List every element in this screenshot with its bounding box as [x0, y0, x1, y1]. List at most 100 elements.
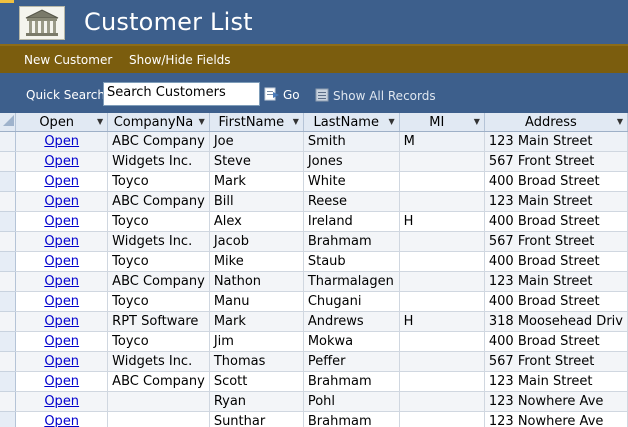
column-header-firstname[interactable]: FirstName ▼ — [209, 113, 304, 132]
cell-mi[interactable]: H — [399, 211, 485, 232]
row-selector[interactable] — [0, 151, 17, 172]
cell-last-name[interactable]: Peffer — [303, 351, 400, 372]
cell-first-name[interactable]: Mike — [209, 251, 304, 272]
cell-first-name[interactable]: Nathon — [209, 271, 304, 292]
cell-address[interactable]: 567 Front Street — [484, 151, 628, 172]
cell-first-name[interactable]: Alex — [209, 211, 304, 232]
row-selector[interactable] — [0, 371, 17, 392]
row-selector[interactable] — [0, 311, 17, 332]
cell-company[interactable]: Toyco — [107, 251, 210, 272]
cell-last-name[interactable]: Reese — [303, 191, 400, 212]
cell-mi[interactable] — [399, 291, 485, 312]
table-row[interactable]: Open Toyco Mike Staub 400 Broad Street — [0, 251, 628, 272]
cell-company[interactable]: Widgets Inc. — [107, 231, 210, 252]
table-row[interactable]: Open ABC Company Scott Brahmam 123 Main Stre… — [0, 371, 628, 392]
cell-address[interactable]: 567 Front Street — [484, 351, 628, 372]
cell-last-name[interactable]: Brahmam — [303, 371, 400, 392]
show-all-records-button[interactable]: Show All Records — [315, 87, 436, 105]
row-selector[interactable] — [0, 291, 17, 312]
cell-address[interactable]: 400 Broad Street — [484, 331, 628, 352]
row-selector[interactable] — [0, 191, 17, 212]
row-selector[interactable] — [0, 351, 17, 372]
table-row[interactable]: Open Widgets Inc. Jacob Brahmam 567 Front St… — [0, 231, 628, 252]
cell-mi[interactable] — [399, 411, 485, 427]
open-record-link[interactable]: Open — [44, 294, 80, 309]
cell-company[interactable]: Toyco — [107, 171, 210, 192]
cell-first-name[interactable]: Ryan — [209, 391, 304, 412]
cell-company[interactable]: ABC Company — [107, 131, 210, 152]
show-hide-fields-button[interactable]: Show/Hide Fields — [129, 53, 231, 67]
chevron-down-icon[interactable]: ▼ — [473, 117, 480, 126]
cell-last-name[interactable]: Pohl — [303, 391, 400, 412]
go-button[interactable]: Go — [264, 86, 304, 104]
row-selector[interactable] — [0, 331, 17, 352]
table-row[interactable]: Open Ryan Pohl 123 Nowhere Ave — [0, 391, 628, 412]
cell-last-name[interactable]: Ireland — [303, 211, 400, 232]
cell-last-name[interactable]: Brahmam — [303, 231, 400, 252]
chevron-down-icon[interactable]: ▼ — [198, 117, 205, 126]
cell-last-name[interactable]: Andrews — [303, 311, 400, 332]
column-header-open[interactable]: Open ▼ — [15, 113, 109, 132]
cell-first-name[interactable]: Thomas — [209, 351, 304, 372]
cell-mi[interactable] — [399, 351, 485, 372]
cell-mi[interactable]: H — [399, 311, 485, 332]
cell-last-name[interactable]: White — [303, 171, 400, 192]
cell-first-name[interactable]: Joe — [209, 131, 304, 152]
cell-company[interactable]: Widgets Inc. — [107, 151, 210, 172]
table-row[interactable]: Open Toyco Alex Ireland H 400 Broad Street — [0, 211, 628, 232]
row-selector[interactable] — [0, 391, 17, 412]
cell-mi[interactable] — [399, 271, 485, 292]
open-record-link[interactable]: Open — [44, 174, 80, 189]
cell-mi[interactable]: M — [399, 131, 485, 152]
row-selector[interactable] — [0, 131, 17, 152]
open-record-link[interactable]: Open — [44, 374, 80, 389]
cell-company[interactable]: ABC Company — [107, 271, 210, 292]
cell-mi[interactable] — [399, 371, 485, 392]
cell-last-name[interactable]: Tharmalagen — [303, 271, 400, 292]
open-record-link[interactable]: Open — [44, 354, 80, 369]
row-selector[interactable] — [0, 231, 17, 252]
column-header-company[interactable]: CompanyNa ▼ — [107, 113, 210, 132]
open-record-link[interactable]: Open — [44, 414, 80, 427]
open-record-link[interactable]: Open — [44, 314, 80, 329]
cell-mi[interactable] — [399, 151, 485, 172]
cell-last-name[interactable]: Jones — [303, 151, 400, 172]
cell-company[interactable]: Toyco — [107, 211, 210, 232]
cell-first-name[interactable]: Manu — [209, 291, 304, 312]
cell-address[interactable]: 400 Broad Street — [484, 291, 628, 312]
cell-address[interactable]: 123 Nowhere Ave — [484, 411, 628, 427]
column-header-mi[interactable]: MI ▼ — [399, 113, 485, 132]
open-record-link[interactable]: Open — [44, 254, 80, 269]
cell-mi[interactable] — [399, 331, 485, 352]
row-selector[interactable] — [0, 411, 17, 427]
table-row[interactable]: Open Toyco Mark White 400 Broad Street — [0, 171, 628, 192]
chevron-down-icon[interactable]: ▼ — [388, 117, 395, 126]
row-selector[interactable] — [0, 251, 17, 272]
open-record-link[interactable]: Open — [44, 134, 80, 149]
cell-mi[interactable] — [399, 191, 485, 212]
cell-last-name[interactable]: Chugani — [303, 291, 400, 312]
cell-address[interactable]: 123 Nowhere Ave — [484, 391, 628, 412]
table-row[interactable]: Open ABC Company Nathon Tharmalagen 123 Main… — [0, 271, 628, 292]
cell-company[interactable]: Toyco — [107, 331, 210, 352]
cell-address[interactable]: 400 Broad Street — [484, 171, 628, 192]
cell-last-name[interactable]: Staub — [303, 251, 400, 272]
cell-last-name[interactable]: Brahmam — [303, 411, 400, 427]
chevron-down-icon[interactable]: ▼ — [616, 117, 623, 126]
table-row[interactable]: Open Sunthar Brahmam 123 Nowhere Ave — [0, 411, 628, 427]
cell-last-name[interactable]: Smith — [303, 131, 400, 152]
table-row[interactable]: Open RPT Software Mark Andrews H 318 Moosehea… — [0, 311, 628, 332]
cell-first-name[interactable]: Mark — [209, 311, 304, 332]
cell-first-name[interactable]: Jim — [209, 331, 304, 352]
cell-company[interactable] — [107, 391, 210, 412]
open-record-link[interactable]: Open — [44, 234, 80, 249]
cell-company[interactable]: RPT Software — [107, 311, 210, 332]
row-selector[interactable] — [0, 271, 17, 292]
cell-first-name[interactable]: Jacob — [209, 231, 304, 252]
cell-first-name[interactable]: Scott — [209, 371, 304, 392]
open-record-link[interactable]: Open — [44, 194, 80, 209]
table-row[interactable]: Open Widgets Inc. Thomas Peffer 567 Front St… — [0, 351, 628, 372]
table-row[interactable]: Open Toyco Jim Mokwa 400 Broad Street — [0, 331, 628, 352]
cell-company[interactable]: ABC Company — [107, 371, 210, 392]
cell-mi[interactable] — [399, 171, 485, 192]
